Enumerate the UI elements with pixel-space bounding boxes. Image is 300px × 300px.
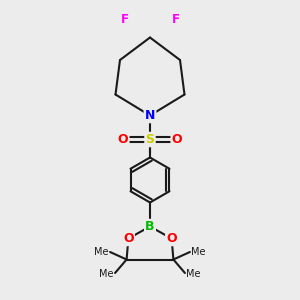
Text: O: O	[172, 133, 182, 146]
Text: O: O	[123, 232, 134, 245]
Text: O: O	[118, 133, 128, 146]
Text: F: F	[172, 13, 179, 26]
Text: Me: Me	[99, 269, 113, 279]
Text: Me: Me	[187, 269, 201, 279]
Text: Me: Me	[191, 247, 206, 257]
Text: S: S	[146, 133, 154, 146]
Text: F: F	[121, 13, 128, 26]
Text: B: B	[145, 220, 155, 233]
Text: N: N	[145, 109, 155, 122]
Text: O: O	[166, 232, 177, 245]
Text: Me: Me	[94, 247, 109, 257]
